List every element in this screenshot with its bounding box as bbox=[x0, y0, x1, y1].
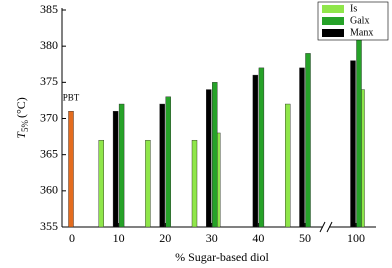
x-tick-label: 40 bbox=[252, 231, 264, 245]
bar bbox=[118, 103, 125, 228]
bar bbox=[285, 103, 291, 228]
bar bbox=[191, 139, 198, 228]
bar bbox=[98, 139, 105, 228]
bar bbox=[299, 67, 305, 228]
y-tick-label: 355 bbox=[40, 219, 58, 233]
bar bbox=[206, 89, 212, 228]
bar bbox=[68, 111, 74, 228]
y-title-subscript: 5% bbox=[20, 120, 30, 133]
bar bbox=[350, 60, 356, 228]
x-tick-label: 30 bbox=[206, 231, 218, 245]
y-title-unit: (°C) bbox=[14, 97, 28, 118]
bar bbox=[252, 74, 259, 228]
y-tick-label: 365 bbox=[40, 146, 58, 160]
y-tick-label: 380 bbox=[40, 38, 58, 52]
x-tick-label: 20 bbox=[159, 231, 171, 245]
axis-break bbox=[326, 221, 333, 233]
bar bbox=[356, 31, 362, 228]
bar bbox=[165, 96, 171, 228]
legend-label: Is bbox=[350, 3, 357, 14]
x-axis-title: % Sugar-based diol bbox=[175, 250, 269, 264]
y-tick-label: 360 bbox=[40, 183, 58, 197]
y-title-symbol: T bbox=[14, 131, 28, 139]
y-axis-title: T5% (°C) bbox=[14, 97, 30, 138]
y-tick-label: 385 bbox=[40, 2, 58, 16]
legend-swatch bbox=[322, 5, 344, 13]
bar bbox=[305, 53, 311, 228]
axis-break bbox=[319, 221, 326, 233]
bar bbox=[112, 111, 119, 228]
bar bbox=[258, 67, 265, 228]
legend-label: Manx bbox=[350, 27, 373, 38]
x-tick-label: 10 bbox=[113, 231, 125, 245]
bar bbox=[145, 139, 151, 228]
legend-swatch bbox=[322, 29, 344, 37]
x-tick-label: 100 bbox=[347, 231, 365, 245]
bar bbox=[159, 103, 165, 228]
legend-swatch bbox=[322, 17, 344, 25]
x-tick-label: 0 bbox=[69, 231, 75, 245]
y-tick-label: 370 bbox=[40, 110, 58, 124]
y-tick-label: 375 bbox=[40, 74, 58, 88]
bar bbox=[212, 82, 218, 228]
x-tick-label: 50 bbox=[299, 231, 311, 245]
reference-label: PBT bbox=[63, 92, 80, 102]
legend-label: Galx bbox=[350, 15, 369, 26]
